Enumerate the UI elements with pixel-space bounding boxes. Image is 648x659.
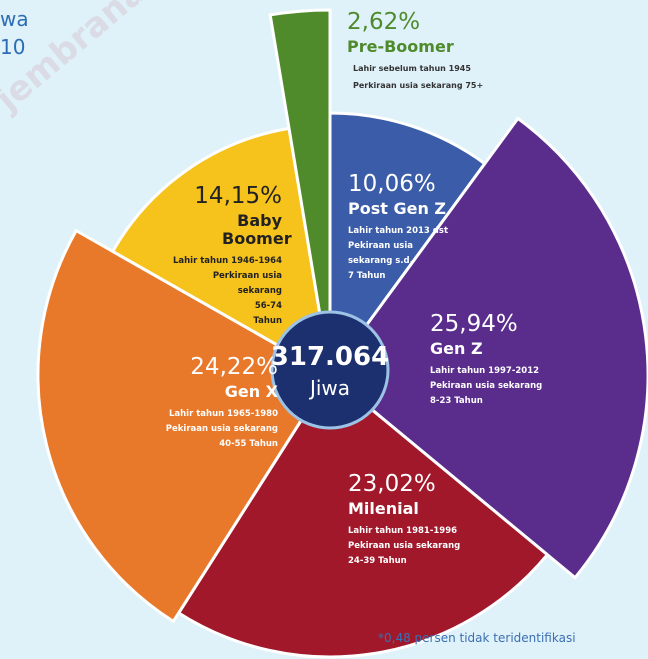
header-fragment: wa (0, 7, 29, 31)
category-name: Baby Boomer (222, 211, 292, 248)
description: Pekiraan usia sekarang (430, 381, 543, 391)
description: Pekiraan usia sekarang (348, 541, 461, 551)
pie-slice (110, 126, 332, 378)
category-name: Post Gen Z (348, 199, 447, 218)
pie-slice (327, 116, 648, 580)
description: Lahir tahun 1946-1964 (172, 256, 282, 266)
category-name: Gen Z (430, 339, 483, 358)
percent-label: 14,15% (194, 183, 282, 209)
description: Lahir tahun 1981-1996 (348, 526, 458, 536)
pie-slice (176, 372, 550, 659)
description: Perkiraan usia sekarang 75+ (353, 81, 484, 90)
center-unit: Jiwa (308, 376, 350, 400)
category-name: Milenial (348, 499, 419, 518)
percent-label: 10,06% (348, 171, 436, 197)
category-name: Gen X (224, 382, 278, 401)
description: sekarang s.d. (348, 256, 413, 266)
description: Lahir sebelum tahun 1945 (353, 64, 471, 73)
description: sekarang (237, 286, 282, 296)
percent-label: 25,94% (430, 311, 518, 337)
description: Perkiraan usia (212, 271, 282, 281)
description: 56-74 (254, 301, 282, 311)
description: Lahir tahun 1965-1980 (168, 409, 278, 419)
center-value: 317.064 (271, 342, 389, 372)
percent-label: 23,02% (348, 471, 436, 497)
description: 8-23 Tahun (430, 396, 483, 406)
footnote: *0,48 persen tidak teridentifikasi (378, 631, 576, 645)
header-fragment: 10 (0, 35, 26, 59)
description: Lahir tahun 2013 dst (348, 226, 449, 236)
description: Tahun (253, 316, 282, 326)
pie-slice (36, 228, 333, 624)
description: 24-39 Tahun (348, 556, 407, 566)
description: 40-55 Tahun (219, 439, 278, 449)
center-circle (270, 310, 390, 430)
description: Lahir tahun 1997-2012 (430, 366, 540, 376)
category-name: Pre-Boomer (347, 37, 454, 56)
pie-slice (328, 111, 487, 380)
percent-label: 2,62% (347, 9, 421, 35)
description: 7 Tahun (348, 271, 386, 281)
description: Pekiraan usia (348, 241, 413, 251)
pie-slice (268, 8, 332, 376)
description: Pekiraan usia sekarang (165, 424, 278, 434)
percent-label: 24,22% (190, 354, 278, 380)
